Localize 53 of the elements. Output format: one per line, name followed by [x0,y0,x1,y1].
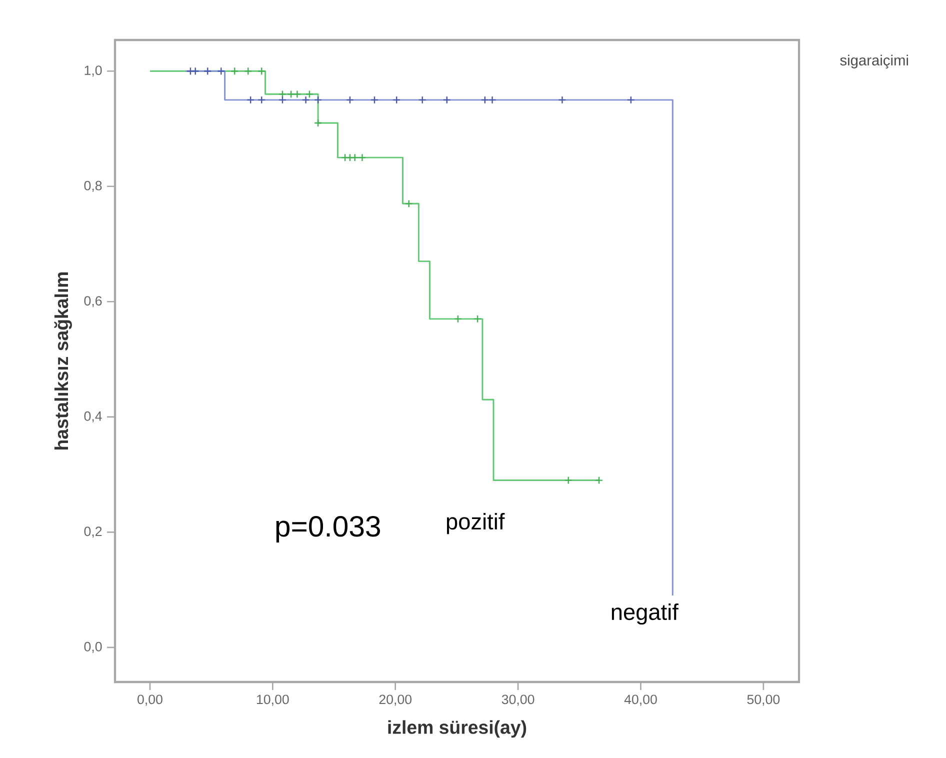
x-tick-label: 20,00 [379,694,412,706]
point [358,153,366,162]
y-axis-title: hastalıksız sağkalım [54,272,72,450]
legend-title: sigaraiçimi [840,54,908,68]
point [217,67,226,76]
point [230,67,239,76]
y-tick-label: 0,6 [84,296,102,308]
series-label: negatif [612,603,678,625]
point [442,96,451,104]
series-label: pozitif [446,512,505,534]
point [244,67,252,76]
x-tick-label: 0,00 [138,694,162,706]
point [346,153,354,162]
point [350,153,359,162]
point [258,67,266,76]
point [186,67,195,76]
y-tick-label: 0,4 [84,411,102,422]
point [314,118,322,128]
point [626,96,635,104]
x-tick-label: 30,00 [502,694,534,706]
point [488,96,496,104]
point [404,200,413,208]
point [558,96,566,104]
point [191,67,200,76]
point [370,96,379,104]
point [204,67,212,76]
point [246,96,255,104]
y-tick-label: 0,8 [84,180,102,192]
point [293,90,302,98]
point [473,314,482,323]
point [340,153,350,162]
point [480,96,489,104]
point [302,96,310,104]
point [305,90,314,98]
point [346,96,354,104]
x-tick-label: 50,00 [747,694,780,706]
point [258,96,266,104]
x-tick-label: 10,00 [257,694,289,706]
point [418,96,426,104]
y-tick-label: 1,0 [84,66,102,77]
point [454,314,462,323]
y-tick-label: 0,2 [84,526,102,538]
point [392,96,401,104]
x-tick-label: 40,00 [624,694,657,706]
point [314,96,322,104]
point [278,96,287,104]
annotation: p=0.033 [276,516,380,543]
point [286,90,296,98]
y-tick-label: 0,0 [84,642,102,653]
x-axis-title: izlem süresi(ay) [388,720,526,738]
point [564,476,572,484]
point [594,476,604,484]
point [278,90,287,98]
